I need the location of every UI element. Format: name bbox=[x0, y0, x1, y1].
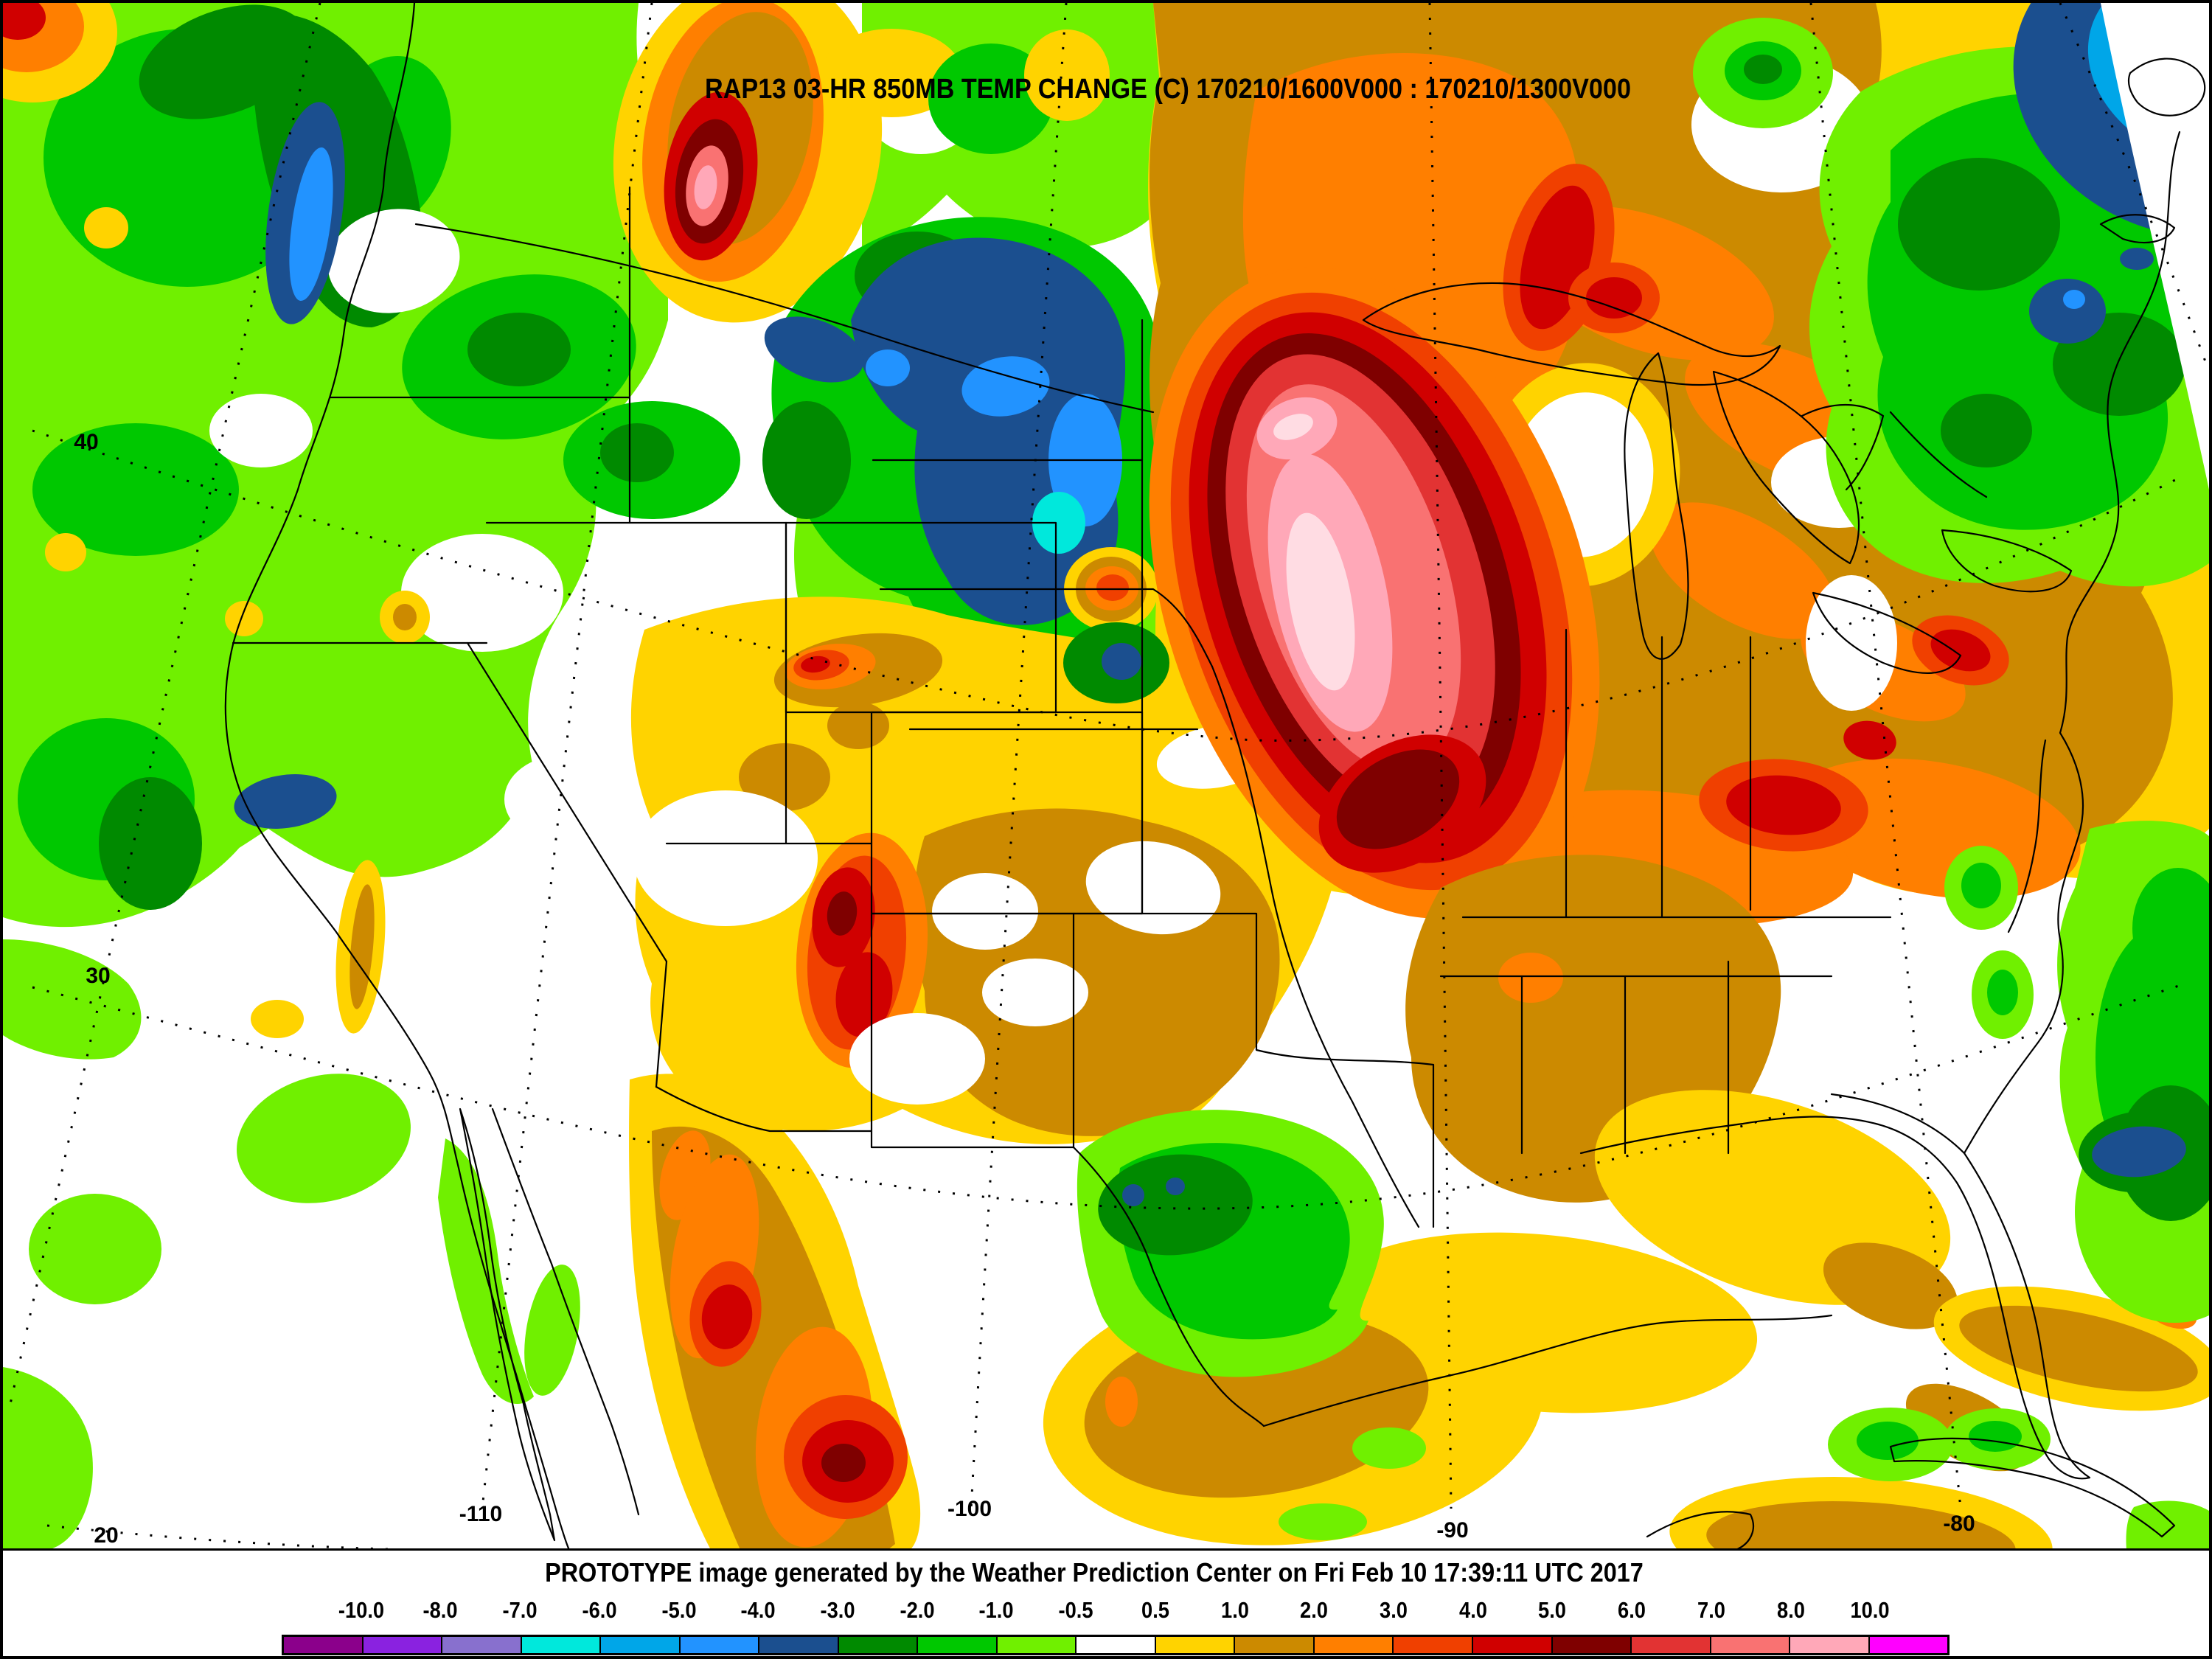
map-frame-line bbox=[3, 1548, 2209, 1551]
map-area: 40 30 20 -110 -100 -90 -80 RAP13 03-HR 8… bbox=[3, 3, 2209, 1550]
colorbar-cell bbox=[1790, 1637, 1870, 1653]
colorbar-tick: 1.0 bbox=[1220, 1597, 1249, 1623]
colorbar-cell bbox=[1711, 1637, 1791, 1653]
colorbar-tick: -5.0 bbox=[661, 1597, 697, 1623]
map-title: RAP13 03-HR 850MB TEMP CHANGE (C) 170210… bbox=[705, 74, 1631, 105]
lon-label-80: -80 bbox=[1943, 1512, 1975, 1536]
lon-label-110: -110 bbox=[459, 1502, 503, 1526]
colorbar-tick: -4.0 bbox=[740, 1597, 776, 1623]
colorbar-cell bbox=[838, 1637, 919, 1653]
lat-label-40: 40 bbox=[74, 430, 99, 454]
colorbar-tick: 10.0 bbox=[1850, 1597, 1890, 1623]
colorbar-tick: 8.0 bbox=[1776, 1597, 1805, 1623]
colorbar-cell bbox=[1394, 1637, 1473, 1653]
colorbar-cell bbox=[442, 1637, 522, 1653]
colorbar-tick: 6.0 bbox=[1618, 1597, 1646, 1623]
colorbar-cell bbox=[1632, 1637, 1711, 1653]
colorbar-cell bbox=[521, 1637, 602, 1653]
colorbar-cell bbox=[759, 1637, 839, 1653]
lon-label-90: -90 bbox=[1436, 1518, 1469, 1543]
lat-label-20: 20 bbox=[94, 1523, 119, 1548]
colorbar-tick: 4.0 bbox=[1458, 1597, 1487, 1623]
colorbar-tick: 2.0 bbox=[1300, 1597, 1329, 1623]
colorbar-cell bbox=[363, 1637, 443, 1653]
colorbar-cell bbox=[997, 1637, 1077, 1653]
footer-caption: PROTOTYPE image generated by the Weather… bbox=[545, 1557, 1644, 1587]
colorbar-tick: 7.0 bbox=[1697, 1597, 1725, 1623]
colorbar-cell bbox=[1869, 1637, 1948, 1653]
colorbar-tick: 0.5 bbox=[1141, 1597, 1169, 1623]
colorbar-cell bbox=[601, 1637, 681, 1653]
colorbar bbox=[282, 1635, 1950, 1655]
colorbar-cell bbox=[918, 1637, 998, 1653]
colorbar-ticks: -10.0 -8.0 -7.0 -6.0 -5.0 -4.0 -3.0 -2.0 -1.0 -0.… bbox=[282, 1597, 1950, 1627]
colorbar-tick: -3.0 bbox=[820, 1597, 855, 1623]
colorbar-tick: -1.0 bbox=[978, 1597, 1014, 1623]
lat-label-30: 30 bbox=[86, 964, 111, 988]
colorbar-cell bbox=[1077, 1637, 1156, 1653]
colorbar-tick: -6.0 bbox=[582, 1597, 617, 1623]
colorbar-tick: -10.0 bbox=[338, 1597, 384, 1623]
colorbar-tick: -2.0 bbox=[900, 1597, 935, 1623]
colorbar-tick: 5.0 bbox=[1538, 1597, 1567, 1623]
colorbar-cell bbox=[1472, 1637, 1553, 1653]
colorbar-tick: -0.5 bbox=[1058, 1597, 1093, 1623]
colorbar-cell bbox=[680, 1637, 760, 1653]
temp-change-map bbox=[3, 3, 2209, 1550]
colorbar-cell bbox=[1314, 1637, 1394, 1653]
colorbar-cell bbox=[1552, 1637, 1632, 1653]
state-borders bbox=[224, 3, 2206, 1550]
colorbar-tick: -8.0 bbox=[422, 1597, 458, 1623]
colorbar-cell bbox=[1155, 1637, 1236, 1653]
colorbar-tick: 3.0 bbox=[1380, 1597, 1408, 1623]
colorbar-cell bbox=[284, 1637, 364, 1653]
colorbar-cell bbox=[1235, 1637, 1315, 1653]
colorbar-tick: -7.0 bbox=[502, 1597, 538, 1623]
lon-label-100: -100 bbox=[947, 1497, 992, 1521]
